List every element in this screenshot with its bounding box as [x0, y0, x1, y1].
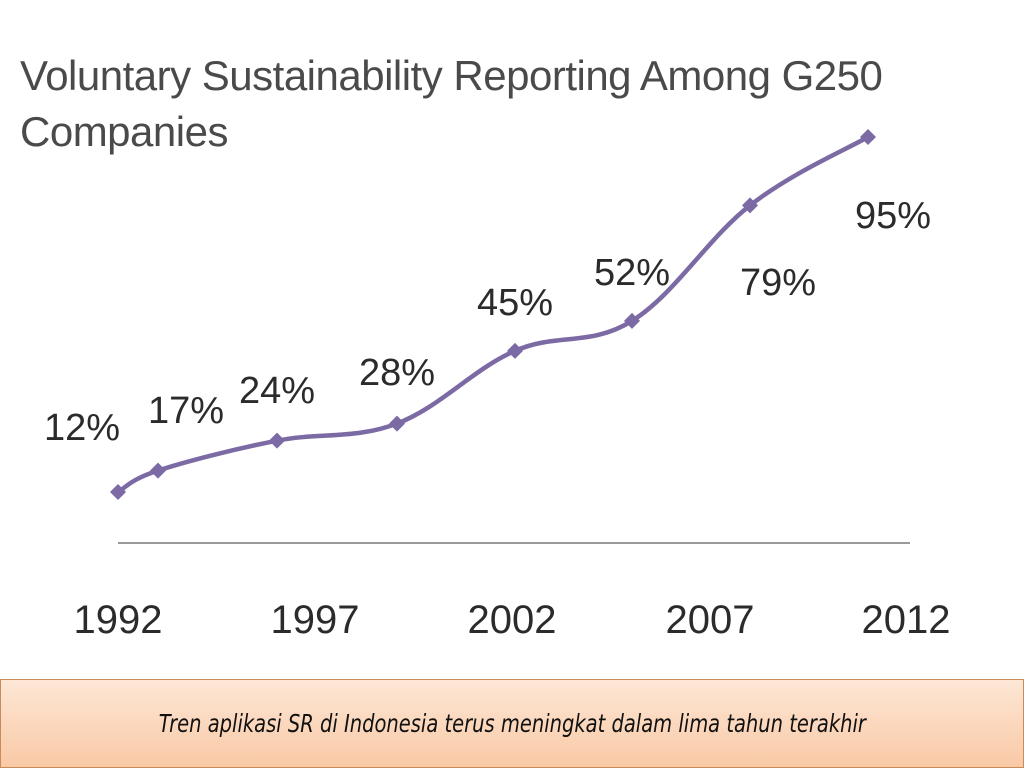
data-point-marker	[150, 462, 166, 479]
x-tick-label-layer: 1992 1997 2002 2007 2012	[74, 598, 951, 642]
x-tick-label: 2007	[666, 598, 755, 642]
data-point-marker	[110, 484, 126, 500]
x-tick-label: 2012	[862, 598, 951, 642]
data-point-marker	[860, 129, 876, 145]
data-label: 12%	[44, 407, 120, 449]
data-label: 95%	[855, 195, 931, 237]
caption-text: Tren aplikasi SR di Indonesia terus meni…	[158, 709, 866, 738]
x-tick-label: 1997	[271, 598, 360, 642]
data-label: 45%	[477, 282, 553, 324]
data-point-layer	[110, 129, 876, 500]
data-point-marker	[507, 342, 523, 359]
data-point-marker	[389, 415, 405, 432]
data-label: 79%	[740, 262, 816, 304]
x-tick-label: 1992	[74, 598, 163, 642]
data-point-marker	[624, 312, 640, 329]
x-tick-label: 2002	[468, 598, 557, 642]
caption-banner: Tren aplikasi SR di Indonesia terus meni…	[0, 679, 1024, 768]
chart-title: Voluntary Sustainability Reporting Among…	[20, 52, 883, 155]
data-point-marker	[269, 432, 285, 449]
data-label-layer: 12% 17% 24% 28% 45% 52% 79% 95%	[44, 195, 931, 449]
line-chart: 12% 17% 24% 28% 45% 52% 79% 95% 1992 1997 2002 200…	[44, 129, 951, 642]
data-point-marker	[742, 197, 758, 214]
series-line	[115, 134, 871, 495]
data-label: 52%	[594, 252, 670, 294]
data-label: 24%	[239, 370, 315, 412]
series-line-layer	[115, 134, 871, 495]
data-label: 17%	[148, 390, 224, 432]
data-label: 28%	[359, 352, 435, 394]
